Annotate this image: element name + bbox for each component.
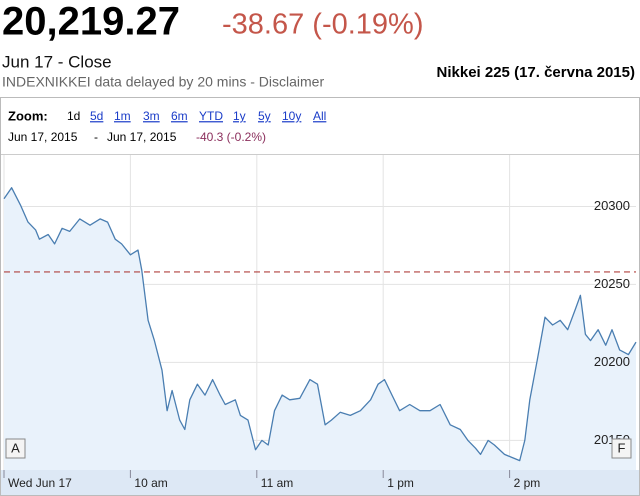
range-to: Jun 17, 2015 [107,130,177,144]
x-axis-band [1,470,639,495]
x-tick-label: Wed Jun 17 [8,476,72,490]
zoom-options: 1d 5d 1m 3m 6m YTD 1y 5y 10y All [67,109,326,123]
zoom-option[interactable]: 5d [90,109,103,123]
y-tick-label: 20200 [594,354,630,369]
price-change: -38.67 (-0.19%) [222,9,424,41]
zoom-option[interactable]: 6m [171,109,188,123]
price-line [3,187,637,462]
x-tick-label: 10 am [134,476,167,490]
flag-box [5,438,26,459]
range-from: Jun 17, 2015 [8,130,78,144]
flag-box [611,438,632,459]
y-tick-label: 20300 [594,198,630,213]
x-tick-label: 1 pm [387,476,414,490]
range-change: -40.3 (-0.2%) [196,130,266,144]
zoom-option[interactable]: 1y [233,109,246,123]
y-tick-label: 20250 [594,276,630,291]
zoom-option[interactable]: YTD [199,109,223,123]
zoom-label: Zoom: [8,108,48,123]
flag-label: F [618,440,626,455]
zoom-option[interactable]: 5y [258,109,271,123]
zoom-option: 1d [67,109,80,123]
x-tick-label: 11 am [261,476,293,490]
zoom-option[interactable]: 1m [114,109,131,123]
status: Jun 17 - Close [2,52,112,71]
caption: Nikkei 225 (17. června 2015) [437,64,635,81]
price: 20,219.27 [2,0,180,44]
zoom-option[interactable]: All [313,109,326,123]
range-separator: - [94,130,98,144]
x-tick-label: 2 pm [514,476,541,490]
area-fill [4,187,636,470]
zoom-option[interactable]: 10y [282,109,301,123]
zoom-option[interactable]: 3m [143,109,160,123]
flag-label: A [11,440,20,455]
source-note: INDEXNIKKEI data delayed by 20 mins - Di… [2,74,324,90]
